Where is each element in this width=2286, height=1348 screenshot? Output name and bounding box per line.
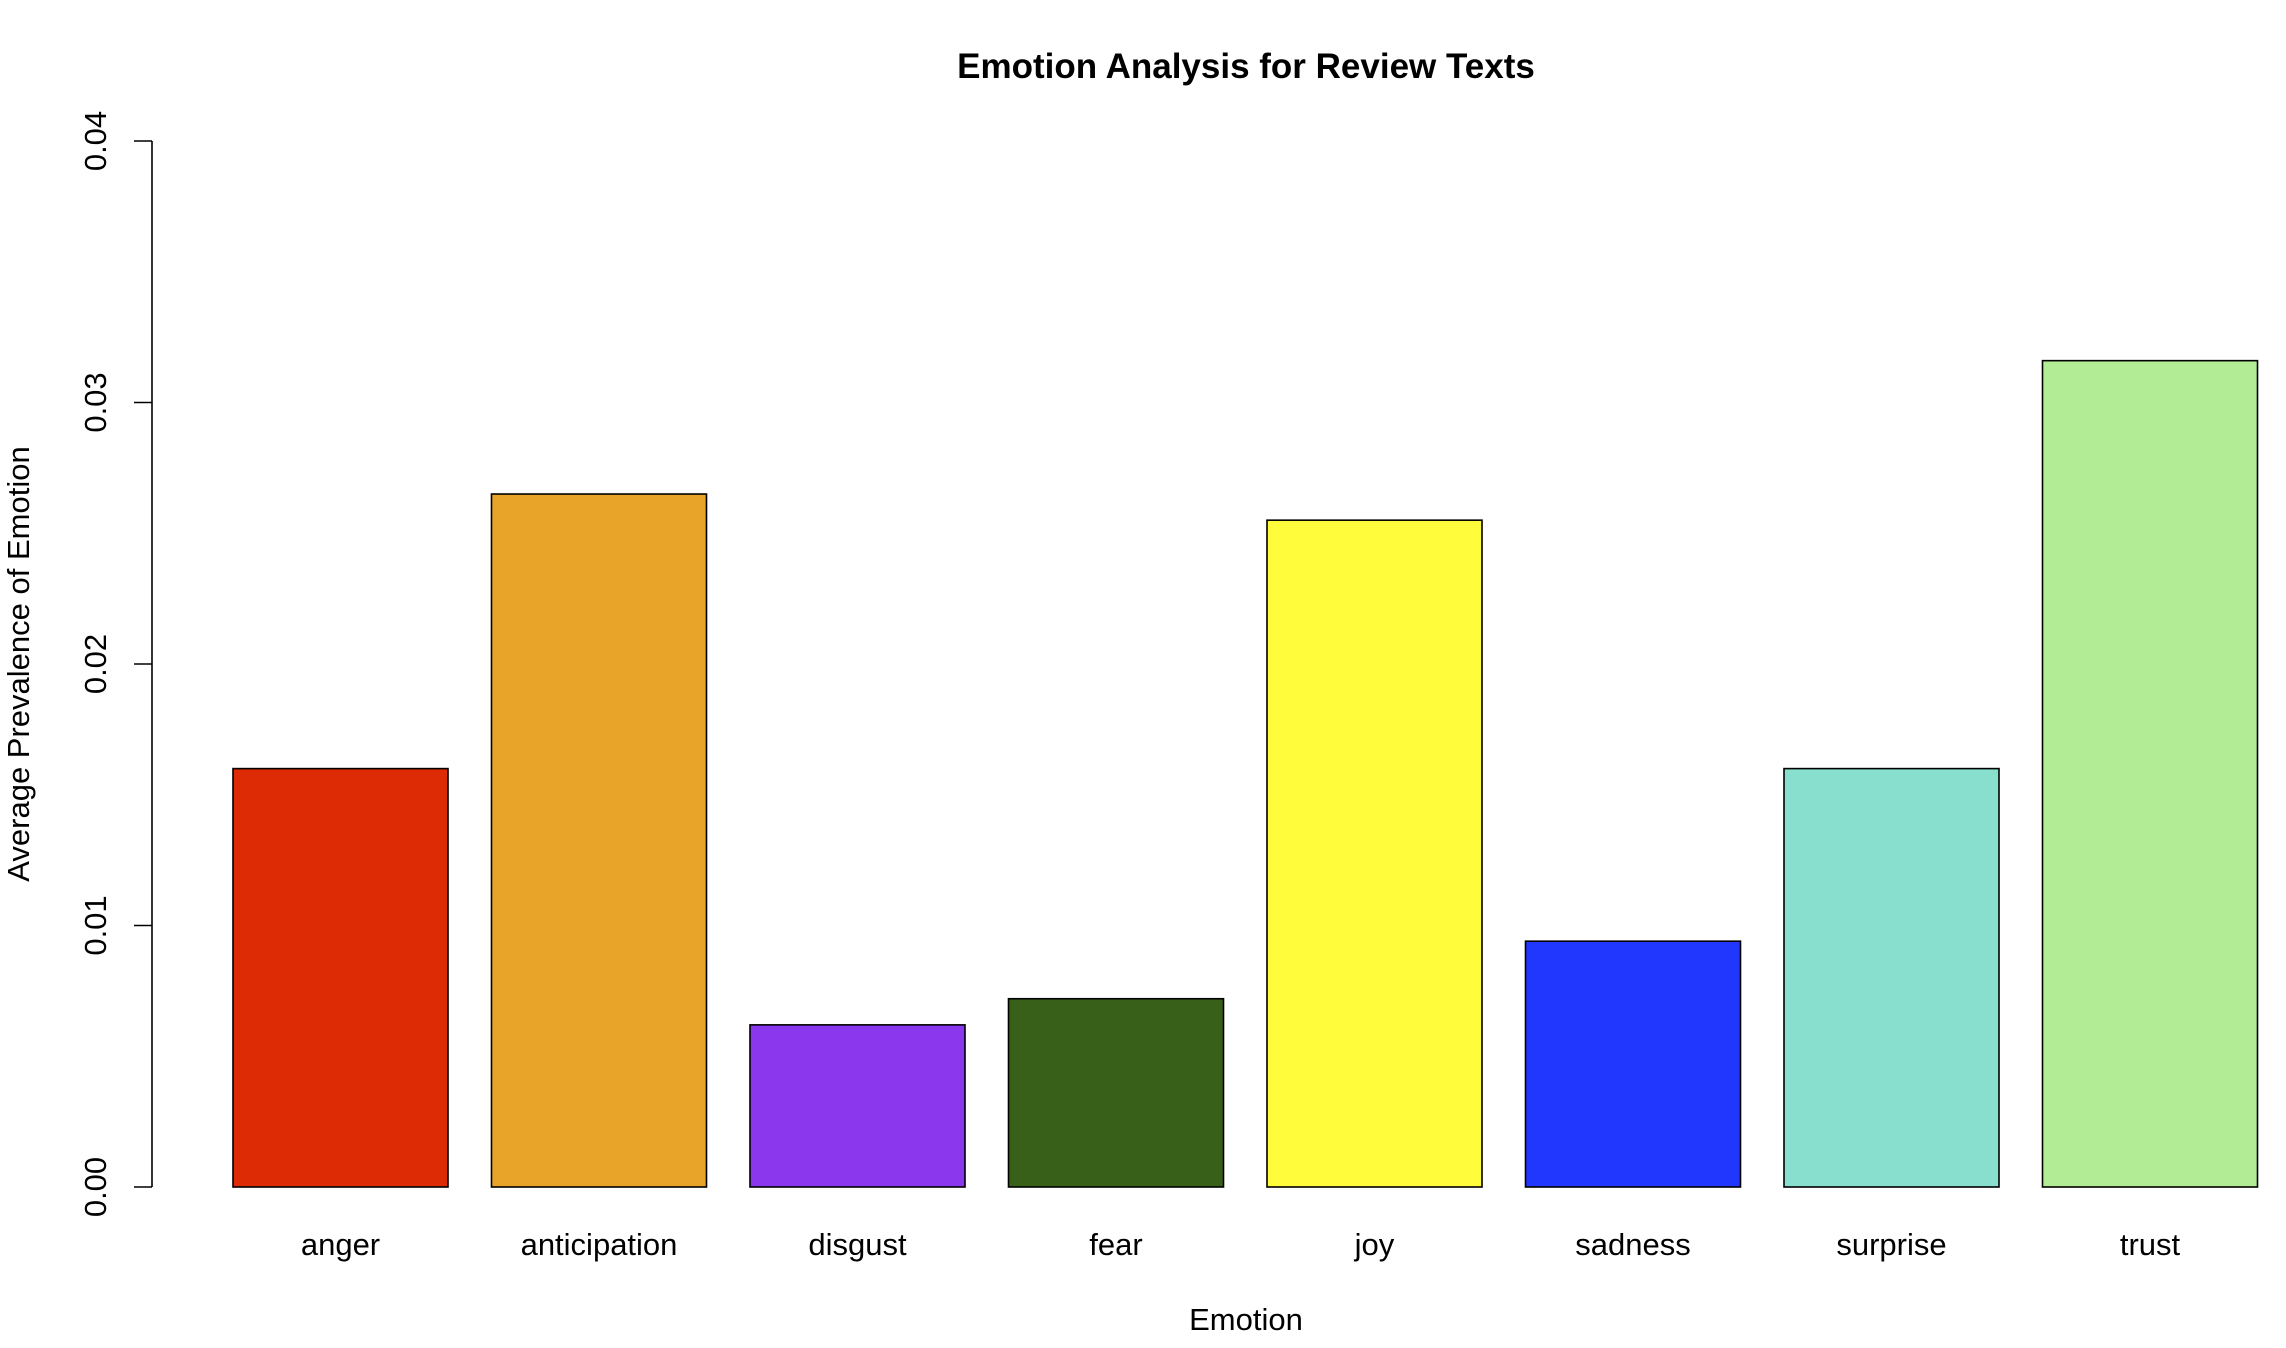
x-tick-label-anger: anger: [301, 1227, 380, 1262]
bar-trust: [2041, 359, 2259, 1188]
x-tick-label-fear: fear: [1089, 1227, 1142, 1262]
y-axis: 0.00 0.01 0.02 0.03 0.04: [78, 111, 153, 1217]
x-tick-label-disgust: disgust: [808, 1227, 907, 1262]
x-tick-label-trust: trust: [2120, 1227, 2181, 1262]
x-tick-label-joy: joy: [1354, 1227, 1395, 1262]
bar-fear: [1007, 997, 1225, 1188]
x-tick-label-anticipation: anticipation: [521, 1227, 678, 1262]
bar-anger: [232, 767, 449, 1188]
x-tick-label-surprise: surprise: [1836, 1227, 1946, 1262]
bars-group: [232, 359, 2259, 1188]
bar-anticipation: [490, 493, 708, 1188]
y-tick-label: 0.00: [78, 1157, 113, 1217]
y-tick-label: 0.01: [78, 895, 113, 955]
y-tick-label: 0.03: [78, 372, 113, 432]
y-axis-label: Average Prevalence of Emotion: [1, 446, 36, 881]
x-axis-label: Emotion: [1189, 1302, 1303, 1337]
bar-sadness: [1524, 940, 1742, 1188]
bar-disgust: [749, 1024, 966, 1188]
chart-title: Emotion Analysis for Review Texts: [957, 47, 1535, 86]
bar-surprise: [1783, 767, 2000, 1188]
bar-joy: [1266, 519, 1483, 1188]
x-tick-label-sadness: sadness: [1575, 1227, 1690, 1262]
y-tick-label: 0.04: [78, 111, 113, 171]
y-tick-label: 0.02: [78, 634, 113, 694]
x-category-labels: anger anticipation disgust fear joy sadness su…: [301, 1227, 2181, 1262]
